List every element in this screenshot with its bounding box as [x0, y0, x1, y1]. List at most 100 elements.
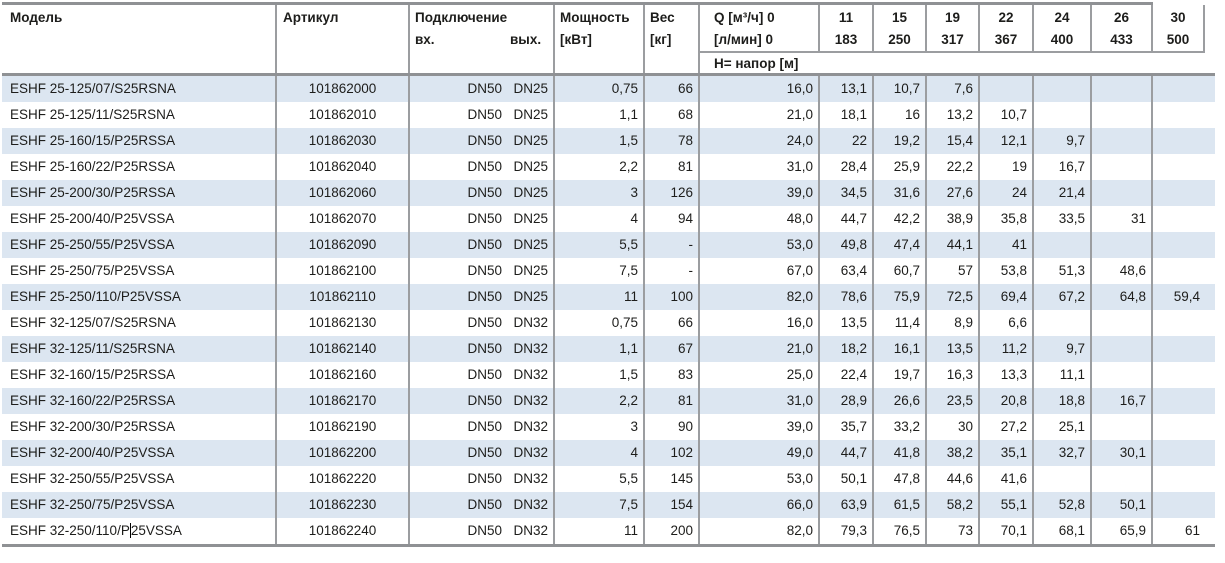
article-cell: 101862070: [277, 206, 410, 232]
head-cell: 55,1: [980, 492, 1034, 518]
table-header: Модель Артикул Подключение вх. вых. Мощн…: [2, 2, 1215, 76]
header-outlet-label: вых.: [510, 32, 542, 47]
article-cell: 101862170: [277, 388, 410, 414]
head-q0-cell: 67,0: [700, 258, 820, 284]
table-row: ESHF 25-160/22/P25RSSA 101862040 DN50 DN…: [2, 154, 1215, 180]
model-cell: ESHF 25-250/75/P25VSSA: [2, 258, 277, 284]
head-cell: [1153, 388, 1205, 414]
table-row: ESHF 25-125/07/S25RSNA 101862000 DN50 DN…: [2, 76, 1215, 102]
head-row-banner: H= напор [м]: [700, 53, 1215, 73]
flow-m3h: 22: [998, 10, 1014, 25]
column-header-model: Модель: [2, 5, 277, 73]
head-cell: 41: [980, 232, 1034, 258]
power-cell: 4: [555, 206, 645, 232]
weight-cell: 83: [645, 362, 700, 388]
article-cell: 101862060: [277, 180, 410, 206]
head-cell: 23,5: [927, 388, 980, 414]
head-cell: 47,4: [874, 232, 927, 258]
outlet-cell: DN25: [510, 232, 555, 258]
table-row: ESHF 25-125/11/S25RSNA 101862010 DN50 DN…: [2, 102, 1215, 128]
head-cell: 35,1: [980, 440, 1034, 466]
article-cell: 101862090: [277, 232, 410, 258]
power-cell: 7,5: [555, 258, 645, 284]
weight-cell: -: [645, 232, 700, 258]
header-weight-label: Вес: [650, 10, 675, 25]
model-cell: ESHF 25-200/30/P25RSSA: [2, 180, 277, 206]
head-cell: 69,4: [980, 284, 1034, 310]
head-cell: [1092, 466, 1153, 492]
article-cell: 101862000: [277, 76, 410, 102]
article-cell: 101862160: [277, 362, 410, 388]
head-cell: 10,7: [874, 76, 927, 102]
head-cell: [1153, 440, 1205, 466]
flow-column-header-26: 26 433: [1092, 5, 1153, 53]
row-filler: [1205, 336, 1215, 362]
head-cell: 47,8: [874, 466, 927, 492]
table-row: ESHF 32-200/40/P25VSSA 101862200 DN50 DN…: [2, 440, 1215, 466]
outlet-cell: DN32: [510, 518, 555, 544]
power-cell: 1,5: [555, 128, 645, 154]
head-q0-cell: 39,0: [700, 414, 820, 440]
power-cell: 5,5: [555, 232, 645, 258]
row-filler: [1205, 180, 1215, 206]
weight-cell: 67: [645, 336, 700, 362]
head-cell: [1092, 232, 1153, 258]
table-row: ESHF 25-200/30/P25RSSA 101862060 DN50 DN…: [2, 180, 1215, 206]
head-cell: 41,6: [980, 466, 1034, 492]
head-banner-label: H= напор [м]: [714, 55, 799, 71]
flow-m3h: 24: [1054, 10, 1070, 25]
text-cursor: [129, 523, 131, 538]
head-cell: 16,7: [1034, 154, 1092, 180]
head-cell: 75,9: [874, 284, 927, 310]
table-row: ESHF 32-200/30/P25RSSA 101862190 DN50 DN…: [2, 414, 1215, 440]
head-cell: [1092, 310, 1153, 336]
weight-cell: 126: [645, 180, 700, 206]
table-row: ESHF 32-125/07/S25RSNA 101862130 DN50 DN…: [2, 310, 1215, 336]
row-filler: [1205, 128, 1215, 154]
flow-column-header-15: 15 250: [874, 5, 927, 53]
head-cell: 31: [1092, 206, 1153, 232]
head-cell: 31,6: [874, 180, 927, 206]
header-q-lmin: [л/мин] 0: [714, 32, 774, 47]
head-cell: 11,1: [1034, 362, 1092, 388]
inlet-cell: DN50: [467, 211, 502, 226]
outlet-cell: DN32: [510, 414, 555, 440]
head-cell: [1153, 232, 1205, 258]
head-cell: [1092, 414, 1153, 440]
head-q0-cell: 16,0: [700, 310, 820, 336]
article-cell: 101862010: [277, 102, 410, 128]
head-cell: 16,1: [874, 336, 927, 362]
row-filler: [1205, 76, 1215, 102]
power-cell: 7,5: [555, 492, 645, 518]
head-cell: [1153, 206, 1205, 232]
flow-lmin: 317: [941, 32, 964, 47]
power-cell: 11: [555, 284, 645, 310]
weight-cell: 94: [645, 206, 700, 232]
head-cell: [1153, 414, 1205, 440]
inlet-cell: DN50: [467, 81, 502, 96]
flow-m3h: 26: [1113, 10, 1130, 25]
power-cell: 5,5: [555, 466, 645, 492]
head-cell: 16,3: [927, 362, 980, 388]
head-cell: [1153, 154, 1205, 180]
head-cell: 9,7: [1034, 128, 1092, 154]
head-cell: 13,3: [980, 362, 1034, 388]
outlet-cell: DN25: [510, 180, 555, 206]
weight-cell: 100: [645, 284, 700, 310]
head-cell: 51,3: [1034, 258, 1092, 284]
head-cell: 12,1: [980, 128, 1034, 154]
head-cell: 19,7: [874, 362, 927, 388]
head-cell: 32,7: [1034, 440, 1092, 466]
head-cell: 70,1: [980, 518, 1034, 544]
flow-lmin: 500: [1166, 32, 1190, 47]
header-q-m3h: Q [м³/ч] 0: [714, 10, 775, 25]
table-row: ESHF 25-160/15/P25RSSA 101862030 DN50 DN…: [2, 128, 1215, 154]
head-cell: 63,4: [820, 258, 874, 284]
inlet-cell: DN50: [467, 315, 502, 330]
head-cell: 16: [874, 102, 927, 128]
row-filler: [1205, 154, 1215, 180]
head-cell: 9,7: [1034, 336, 1092, 362]
flow-column-header-19: 19 317: [927, 5, 980, 53]
head-cell: [1153, 258, 1205, 284]
head-q0-cell: 49,0: [700, 440, 820, 466]
